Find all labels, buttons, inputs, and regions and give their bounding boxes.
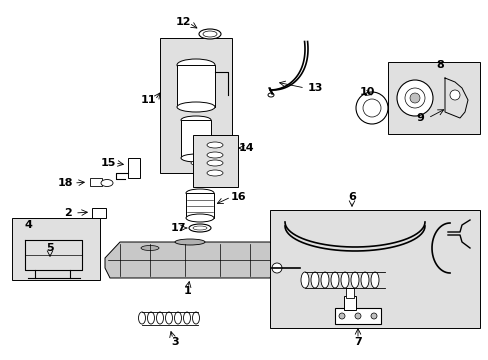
Circle shape [354, 313, 360, 319]
Ellipse shape [156, 312, 163, 324]
Ellipse shape [206, 170, 223, 176]
Text: 18: 18 [57, 178, 73, 188]
Ellipse shape [206, 142, 223, 148]
Ellipse shape [165, 312, 172, 324]
Bar [269, 210, 479, 328]
Bar [12, 218, 100, 280]
Ellipse shape [183, 312, 190, 324]
Ellipse shape [189, 224, 210, 232]
Ellipse shape [138, 312, 145, 324]
Text: 1: 1 [184, 286, 191, 296]
Text: 4: 4 [24, 220, 32, 230]
Bar [193, 135, 238, 187]
Bar [387, 62, 479, 134]
Ellipse shape [330, 272, 338, 288]
Ellipse shape [191, 161, 201, 165]
Ellipse shape [301, 272, 308, 288]
Ellipse shape [174, 312, 181, 324]
Ellipse shape [185, 189, 214, 197]
Ellipse shape [360, 272, 368, 288]
Bar [160, 38, 231, 173]
Ellipse shape [340, 272, 348, 288]
Polygon shape [105, 242, 274, 278]
Ellipse shape [181, 154, 210, 162]
Circle shape [271, 263, 282, 273]
Ellipse shape [199, 29, 221, 39]
Bar [128, 158, 140, 178]
Text: 14: 14 [238, 143, 253, 153]
Text: 3: 3 [171, 337, 179, 347]
Ellipse shape [206, 152, 223, 158]
Bar [181, 120, 210, 158]
Ellipse shape [177, 102, 215, 112]
Ellipse shape [192, 312, 199, 324]
Ellipse shape [206, 160, 223, 166]
Text: 10: 10 [359, 87, 374, 97]
Bar [334, 308, 380, 324]
Bar [346, 288, 353, 298]
Ellipse shape [181, 116, 210, 124]
Text: 16: 16 [230, 192, 245, 202]
Bar [90, 178, 102, 186]
Ellipse shape [203, 31, 217, 37]
Text: 2: 2 [64, 208, 72, 218]
Ellipse shape [175, 239, 204, 245]
Ellipse shape [141, 246, 159, 251]
Circle shape [362, 99, 380, 117]
Circle shape [449, 90, 459, 100]
Text: 9: 9 [415, 113, 423, 123]
Circle shape [338, 313, 345, 319]
Ellipse shape [147, 312, 154, 324]
Ellipse shape [101, 180, 113, 186]
Text: 12: 12 [175, 17, 190, 27]
Text: 13: 13 [306, 83, 322, 93]
Text: 11: 11 [140, 95, 156, 105]
Ellipse shape [310, 272, 318, 288]
Text: 5: 5 [46, 243, 54, 253]
Text: 17: 17 [170, 223, 185, 233]
Circle shape [409, 93, 419, 103]
Text: 7: 7 [353, 337, 361, 347]
Circle shape [404, 88, 424, 108]
Ellipse shape [350, 272, 358, 288]
Ellipse shape [267, 93, 273, 97]
Bar [343, 296, 355, 310]
Text: 15: 15 [100, 158, 116, 168]
Text: 6: 6 [347, 192, 355, 202]
Circle shape [355, 92, 387, 124]
Ellipse shape [177, 59, 215, 71]
Ellipse shape [185, 214, 214, 222]
Ellipse shape [370, 272, 378, 288]
Bar [185, 193, 214, 218]
Bar [92, 208, 106, 218]
Circle shape [396, 80, 432, 116]
Ellipse shape [320, 272, 328, 288]
Text: 8: 8 [435, 60, 443, 70]
Bar [177, 65, 215, 107]
Circle shape [370, 313, 376, 319]
Ellipse shape [193, 226, 206, 230]
